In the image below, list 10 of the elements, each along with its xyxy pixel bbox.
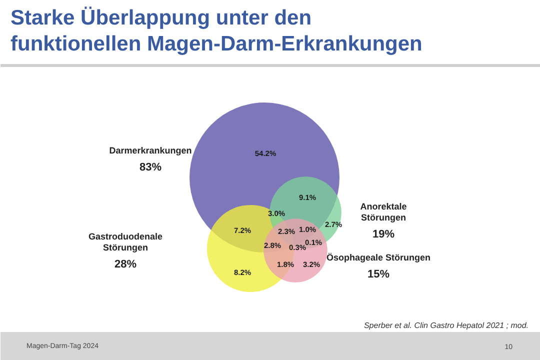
category-label: Anorektale Störungen bbox=[360, 202, 407, 222]
category-label: Darmerkrankungen bbox=[109, 146, 192, 156]
text: Sperber et al. Clin Gastro Hepatol 2021 ; mod. bbox=[364, 321, 528, 330]
category-label: Gastroduodenale Störungen bbox=[88, 232, 163, 252]
data-label: 28% bbox=[114, 258, 137, 270]
data-label: 83% bbox=[139, 162, 162, 174]
category-label: Ösophageale Störungen bbox=[326, 252, 431, 262]
data-label: 15% bbox=[367, 268, 390, 280]
text: Starke Überlappung unter den funktionellen Magen-Darm-Erkrankungen bbox=[10, 6, 422, 56]
data-label: 19% bbox=[372, 228, 395, 240]
